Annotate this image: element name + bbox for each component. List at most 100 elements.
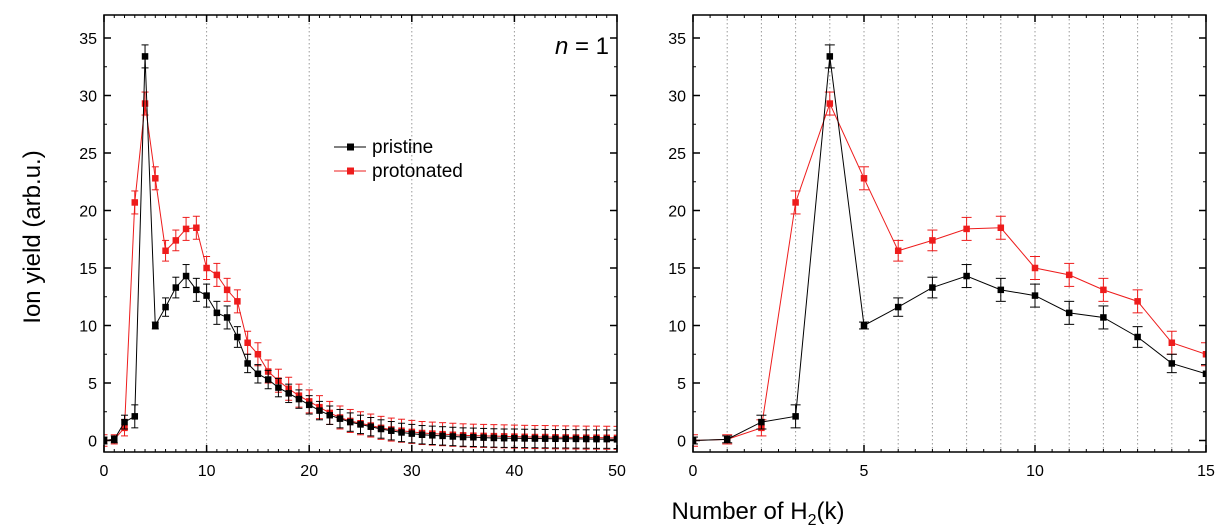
plot-frame bbox=[692, 14, 1207, 453]
data-point bbox=[1065, 271, 1073, 279]
x-tick-label: 20 bbox=[300, 463, 318, 480]
x-tick-label: 0 bbox=[689, 463, 698, 480]
y-tick-label: 35 bbox=[79, 31, 97, 48]
x-tick-label: 5 bbox=[860, 463, 869, 480]
data-point bbox=[111, 436, 118, 443]
data-point bbox=[490, 434, 498, 442]
data-point bbox=[203, 264, 210, 272]
data-point bbox=[162, 303, 169, 311]
data-point bbox=[367, 423, 375, 430]
data-point bbox=[388, 427, 395, 434]
data-point bbox=[264, 376, 272, 383]
y-tick-label: 20 bbox=[668, 204, 686, 221]
y-tick-label: 15 bbox=[79, 261, 97, 278]
data-point bbox=[963, 225, 970, 233]
data-point bbox=[234, 333, 241, 341]
data-point bbox=[894, 247, 902, 254]
series-protonated bbox=[104, 91, 617, 450]
x-axis-label: Number of H2(k) bbox=[672, 498, 845, 527]
data-point bbox=[1202, 370, 1206, 378]
data-point bbox=[997, 286, 1005, 294]
data-point bbox=[152, 175, 159, 182]
data-point bbox=[723, 436, 731, 443]
data-point bbox=[244, 360, 251, 367]
data-point bbox=[1065, 309, 1073, 317]
data-point bbox=[131, 199, 139, 206]
data-point bbox=[104, 437, 108, 444]
data-point bbox=[305, 401, 313, 409]
data-point bbox=[826, 53, 834, 60]
plot-area bbox=[693, 44, 1206, 447]
series-pristine bbox=[693, 44, 1206, 445]
data-point bbox=[141, 53, 149, 60]
data-point bbox=[141, 100, 149, 107]
y-tick-label: 20 bbox=[79, 204, 97, 221]
data-point bbox=[1100, 314, 1107, 321]
y-tick-label: 25 bbox=[79, 146, 97, 163]
y-tick-label: 10 bbox=[79, 319, 97, 336]
data-point bbox=[613, 436, 617, 443]
y-tick-label: 0 bbox=[677, 434, 686, 451]
x-tick-label: 10 bbox=[198, 463, 216, 480]
data-point bbox=[193, 224, 200, 231]
y-tick-label: 5 bbox=[677, 376, 686, 393]
data-point bbox=[172, 237, 180, 244]
data-point bbox=[562, 435, 569, 443]
data-point bbox=[603, 435, 610, 443]
data-point bbox=[997, 224, 1005, 231]
x-axis-label-prefix: Number of H bbox=[672, 498, 808, 525]
data-point bbox=[357, 421, 364, 428]
data-point bbox=[193, 286, 200, 294]
data-point bbox=[693, 437, 697, 444]
data-point bbox=[593, 435, 600, 443]
data-point bbox=[792, 199, 799, 206]
data-point bbox=[511, 434, 518, 442]
x-axis-label-suffix: (k) bbox=[816, 498, 844, 525]
x-tick-label: 10 bbox=[1026, 463, 1044, 480]
data-point bbox=[285, 390, 292, 397]
data-point bbox=[929, 237, 936, 244]
data-point bbox=[439, 432, 446, 440]
x-tick-label: 30 bbox=[403, 463, 421, 480]
y-tick-label: 15 bbox=[668, 261, 686, 278]
x-tick-label: 50 bbox=[608, 463, 626, 480]
y-tick-label: 30 bbox=[79, 89, 97, 106]
plot-area bbox=[104, 44, 617, 450]
data-point bbox=[1168, 339, 1176, 346]
data-point bbox=[1100, 286, 1107, 294]
x-tick-label: 0 bbox=[100, 463, 109, 480]
x-axis-label-subscript: 2 bbox=[808, 512, 817, 527]
plot-frame bbox=[103, 14, 618, 453]
data-point bbox=[792, 413, 799, 420]
data-point bbox=[552, 435, 559, 443]
series-line bbox=[104, 56, 617, 441]
x-tick-label: 15 bbox=[1197, 463, 1215, 480]
data-point bbox=[531, 435, 539, 442]
data-point bbox=[1202, 351, 1206, 358]
data-point bbox=[1134, 298, 1141, 305]
y-tick-label: 10 bbox=[668, 319, 686, 336]
data-point bbox=[1134, 333, 1141, 341]
data-point bbox=[449, 433, 457, 440]
data-point bbox=[213, 271, 221, 279]
data-point bbox=[162, 247, 169, 254]
data-point bbox=[894, 303, 902, 311]
legend: pristine protonated bbox=[334, 137, 463, 182]
data-point bbox=[963, 272, 970, 280]
data-point bbox=[459, 433, 467, 441]
data-point bbox=[203, 292, 210, 299]
y-tick-label: 30 bbox=[668, 89, 686, 106]
y-tick-label: 25 bbox=[668, 146, 686, 163]
data-point bbox=[429, 432, 436, 439]
data-point bbox=[418, 431, 426, 438]
data-point bbox=[254, 351, 262, 358]
data-point bbox=[541, 435, 549, 442]
data-point bbox=[316, 407, 323, 414]
x-tick-label: 40 bbox=[506, 463, 524, 480]
data-point bbox=[582, 435, 590, 443]
data-point bbox=[234, 298, 241, 305]
data-point bbox=[121, 418, 128, 426]
data-point bbox=[572, 435, 580, 443]
data-point bbox=[929, 284, 936, 291]
